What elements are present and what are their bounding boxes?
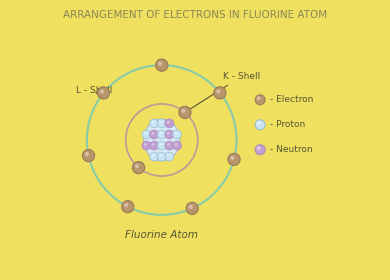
Text: ARRANGEMENT OF ELECTRONS IN FLUORINE ATOM: ARRANGEMENT OF ELECTRONS IN FLUORINE ATO… [63, 10, 327, 20]
Circle shape [152, 143, 154, 146]
Circle shape [216, 89, 220, 94]
Circle shape [98, 87, 110, 99]
Circle shape [159, 154, 162, 157]
Text: L - Shell: L - Shell [76, 86, 112, 95]
Circle shape [150, 152, 158, 161]
Circle shape [175, 143, 177, 146]
Circle shape [157, 130, 166, 139]
Circle shape [150, 130, 158, 139]
Circle shape [173, 141, 181, 150]
Circle shape [165, 130, 174, 139]
Circle shape [150, 141, 158, 150]
Circle shape [159, 143, 162, 146]
Circle shape [175, 132, 177, 135]
Circle shape [144, 143, 147, 146]
Text: - Electron: - Electron [270, 95, 314, 104]
Circle shape [142, 141, 151, 150]
Circle shape [186, 202, 198, 214]
Circle shape [152, 132, 154, 135]
Circle shape [150, 119, 158, 128]
Text: - Neutron: - Neutron [270, 145, 313, 154]
Circle shape [85, 152, 89, 156]
Circle shape [159, 121, 162, 123]
Circle shape [257, 121, 261, 125]
Circle shape [188, 205, 193, 209]
Circle shape [157, 119, 166, 128]
Circle shape [156, 59, 168, 71]
Text: Fluorine Atom: Fluorine Atom [125, 230, 198, 240]
Circle shape [257, 96, 261, 100]
Circle shape [257, 146, 261, 150]
Circle shape [255, 95, 265, 105]
Circle shape [167, 154, 170, 157]
Text: K - Shell: K - Shell [187, 72, 260, 111]
Circle shape [167, 121, 170, 123]
Circle shape [158, 62, 162, 66]
Circle shape [165, 152, 174, 161]
Circle shape [255, 145, 265, 155]
Circle shape [230, 156, 235, 160]
Circle shape [159, 132, 162, 135]
Ellipse shape [144, 119, 180, 161]
Circle shape [167, 143, 170, 146]
Circle shape [157, 141, 166, 150]
Circle shape [157, 152, 166, 161]
Circle shape [173, 130, 181, 139]
Circle shape [100, 89, 104, 94]
Circle shape [133, 162, 145, 174]
Circle shape [144, 132, 147, 135]
Circle shape [181, 109, 186, 113]
Circle shape [135, 164, 139, 168]
Circle shape [122, 200, 134, 213]
Circle shape [142, 130, 151, 139]
Text: - Proton: - Proton [270, 120, 305, 129]
Circle shape [255, 120, 265, 130]
Circle shape [179, 106, 191, 118]
Circle shape [152, 121, 154, 123]
Circle shape [165, 141, 174, 150]
Circle shape [228, 153, 240, 165]
Circle shape [165, 119, 174, 128]
Circle shape [82, 150, 95, 162]
Circle shape [124, 203, 128, 207]
Circle shape [167, 132, 170, 135]
Circle shape [214, 87, 226, 99]
Circle shape [152, 154, 154, 157]
